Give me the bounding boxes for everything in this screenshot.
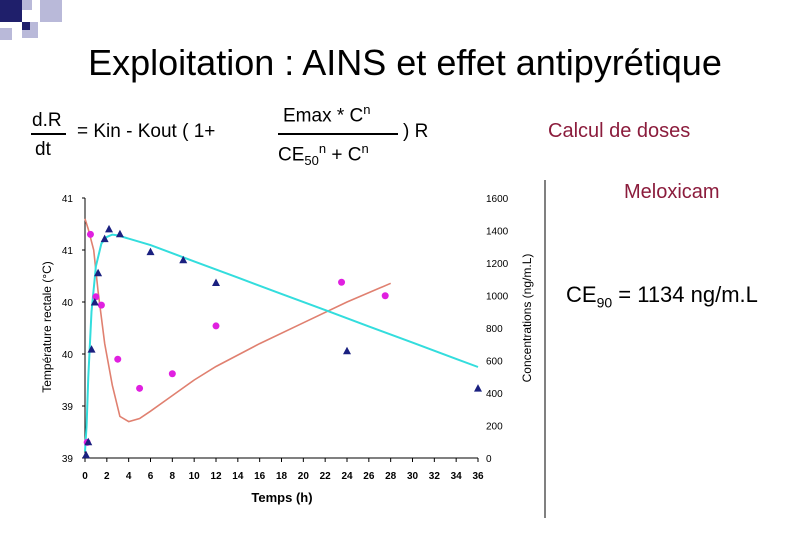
equation-lhs-denominator: dt bbox=[35, 139, 51, 160]
x-tick-label: 30 bbox=[407, 471, 419, 482]
left-tick-label: 39 bbox=[62, 402, 74, 413]
x-tick-label: 8 bbox=[170, 471, 176, 482]
x-tick-label: 16 bbox=[254, 471, 266, 482]
x-tick-label: 18 bbox=[276, 471, 288, 482]
temperature-data-point bbox=[212, 322, 220, 330]
x-tick-label: 6 bbox=[148, 471, 154, 482]
bullet-square-dark-1 bbox=[0, 0, 22, 22]
slide-title: Exploitation : AINS et effet antipyrétiq… bbox=[88, 42, 722, 83]
concentration-data-point bbox=[82, 450, 91, 459]
concentration-data-point bbox=[212, 278, 220, 286]
x-tick-label: 24 bbox=[341, 471, 353, 482]
right-tick-label: 800 bbox=[486, 324, 503, 335]
temperature-model-curve bbox=[84, 218, 392, 423]
concentration-model-curve bbox=[84, 233, 479, 452]
bullet-square-dark-2 bbox=[22, 22, 30, 30]
dose-calculation-label: Calcul de doses bbox=[548, 120, 691, 142]
concentration-data-point bbox=[179, 255, 188, 264]
x-tick-label: 34 bbox=[451, 471, 463, 482]
equation-denominator-exp2: n bbox=[361, 141, 369, 156]
x-tick-label: 20 bbox=[298, 471, 310, 482]
equation-denominator-plus-c: + C bbox=[326, 144, 362, 166]
ce90-value: CE90 = 1134 ng/m.L bbox=[566, 282, 758, 310]
left-tick-label: 39 bbox=[62, 454, 74, 465]
x-tick-label: 10 bbox=[189, 471, 201, 482]
temperature-data-point bbox=[92, 293, 100, 301]
bullet-square-light-1 bbox=[22, 0, 32, 10]
left-tick-label: 41 bbox=[62, 246, 74, 257]
equation-lhs-fraction-bar bbox=[31, 133, 66, 135]
left-tick-label: 41 bbox=[62, 194, 74, 205]
concentration-data-point bbox=[87, 345, 96, 353]
equation-rhs: ) R bbox=[403, 121, 429, 142]
right-tick-label: 1600 bbox=[486, 194, 509, 205]
concentration-data-point bbox=[474, 384, 482, 392]
right-y-axis-label: Concentrations (ng/m.L) bbox=[520, 254, 534, 383]
right-tick-label: 200 bbox=[486, 422, 503, 433]
right-tick-label: 0 bbox=[486, 454, 492, 465]
right-tick-label: 400 bbox=[486, 389, 503, 400]
temperature-data-point bbox=[114, 355, 122, 363]
temperature-data-point bbox=[338, 278, 346, 286]
equation-fraction-numerator: Emax * Cn bbox=[283, 102, 370, 127]
temperature-data-point bbox=[86, 230, 94, 238]
right-tick-label: 600 bbox=[486, 357, 503, 368]
right-tick-label: 1000 bbox=[486, 292, 509, 303]
x-tick-label: 12 bbox=[210, 471, 222, 482]
x-tick-label: 26 bbox=[363, 471, 375, 482]
temperature-data-point bbox=[168, 370, 176, 378]
ce90-subscript: 90 bbox=[596, 294, 613, 311]
concentration-data-point bbox=[343, 346, 351, 355]
x-axis-label: Temps (h) bbox=[251, 490, 312, 505]
right-tick-label: 1400 bbox=[486, 227, 509, 238]
equation-middle: = Kin - Kout ( 1+ bbox=[77, 121, 216, 142]
ce90-label: CE bbox=[566, 282, 597, 307]
equation-fraction-bar bbox=[278, 133, 398, 135]
x-tick-label: 22 bbox=[320, 471, 332, 482]
left-tick-label: 40 bbox=[62, 298, 74, 309]
equation-denominator-ce: CE bbox=[278, 144, 305, 166]
equation-numerator-text: Emax * C bbox=[283, 105, 364, 127]
concentration-data-point bbox=[90, 298, 99, 306]
equation-denominator-exp1: n bbox=[318, 141, 327, 156]
x-tick-label: 32 bbox=[429, 471, 441, 482]
concentration-data-point bbox=[105, 224, 114, 233]
x-tick-label: 36 bbox=[472, 471, 484, 482]
x-tick-label: 4 bbox=[126, 471, 132, 482]
equation-denominator-sub: 50 bbox=[304, 153, 319, 169]
x-tick-label: 2 bbox=[104, 471, 110, 482]
drug-name-label: Meloxicam bbox=[624, 181, 720, 203]
left-y-axis-label: Température rectale (°C) bbox=[40, 261, 54, 393]
concentration-data-point bbox=[84, 437, 93, 446]
right-tick-label: 1200 bbox=[486, 259, 509, 270]
bullet-square-light-2 bbox=[40, 0, 62, 22]
concentration-data-point bbox=[94, 268, 103, 277]
x-tick-label: 28 bbox=[385, 471, 397, 482]
x-tick-label: 14 bbox=[232, 471, 244, 482]
x-tick-label: 0 bbox=[82, 471, 88, 482]
temperature-data-point bbox=[136, 384, 144, 392]
bullet-square-light-3 bbox=[0, 28, 12, 40]
equation-fraction-denominator: CE50n + Cn bbox=[278, 141, 369, 168]
concentration-data-point bbox=[146, 247, 155, 256]
concentration-data-point bbox=[100, 234, 109, 243]
temperature-data-point bbox=[97, 301, 105, 309]
ce90-amount: = 1134 ng/m.L bbox=[612, 282, 758, 307]
temperature-data-point bbox=[381, 292, 389, 300]
equation-lhs-numerator: d.R bbox=[32, 110, 62, 131]
left-tick-label: 40 bbox=[62, 350, 74, 361]
concentration-data-point bbox=[115, 229, 124, 238]
equation-numerator-exponent: n bbox=[363, 102, 371, 117]
